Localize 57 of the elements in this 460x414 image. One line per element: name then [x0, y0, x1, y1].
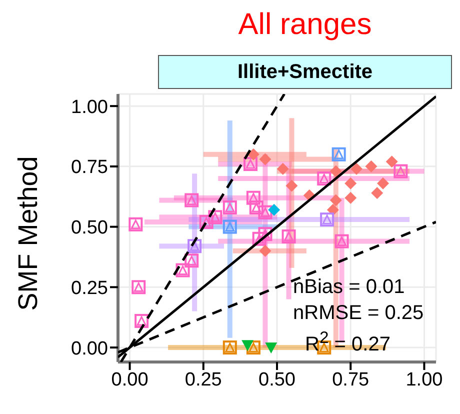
y-tick-label: 0.00	[71, 338, 108, 360]
point	[199, 214, 214, 229]
point	[265, 342, 278, 354]
point	[259, 244, 272, 257]
y-tick-label: 0.25	[71, 278, 108, 299]
point	[188, 239, 202, 254]
point	[377, 177, 389, 190]
point	[320, 212, 334, 227]
chart-subtitle: Illite+Smectite	[158, 55, 452, 89]
point	[330, 194, 342, 206]
point	[184, 254, 199, 268]
y-tick-label: 0.75	[71, 157, 108, 178]
point	[242, 340, 254, 352]
point	[222, 340, 237, 355]
point	[246, 340, 260, 355]
point	[276, 162, 289, 175]
point	[350, 162, 362, 175]
point	[134, 314, 149, 328]
point	[246, 190, 260, 205]
x-tick-label: 0.00	[111, 369, 148, 390]
point	[334, 234, 349, 248]
point	[259, 153, 272, 166]
point	[128, 217, 143, 232]
point	[132, 280, 146, 294]
point	[317, 172, 332, 186]
point	[344, 192, 357, 204]
point	[268, 204, 280, 216]
x-tick-label: 0.50	[258, 369, 296, 390]
point	[258, 205, 272, 220]
point	[258, 227, 272, 242]
x-tick-label: 1.00	[406, 369, 443, 390]
point	[386, 156, 398, 168]
point	[344, 177, 357, 190]
point	[282, 229, 296, 244]
x-tick-label: 0.25	[184, 369, 222, 390]
point	[244, 157, 258, 172]
point	[249, 200, 264, 214]
point	[371, 186, 384, 199]
y-tick-label: 1.00	[71, 96, 108, 118]
x-tick-label: 0.75	[332, 369, 370, 390]
point	[184, 193, 199, 208]
point	[394, 164, 408, 178]
point	[222, 200, 237, 214]
annotation: nRMSE = 0.25	[293, 302, 424, 325]
point	[208, 210, 222, 224]
y-axis-title: SMF Method	[12, 156, 44, 310]
point	[176, 263, 190, 278]
point	[252, 232, 266, 246]
point	[330, 165, 342, 178]
y-tick-label: 0.50	[71, 218, 108, 239]
annotation: nBias = 0.01	[293, 276, 405, 299]
point	[365, 160, 378, 172]
point	[222, 220, 237, 234]
chart-title: All ranges	[237, 8, 373, 42]
point	[286, 180, 298, 192]
point	[247, 148, 260, 160]
point	[332, 147, 346, 162]
